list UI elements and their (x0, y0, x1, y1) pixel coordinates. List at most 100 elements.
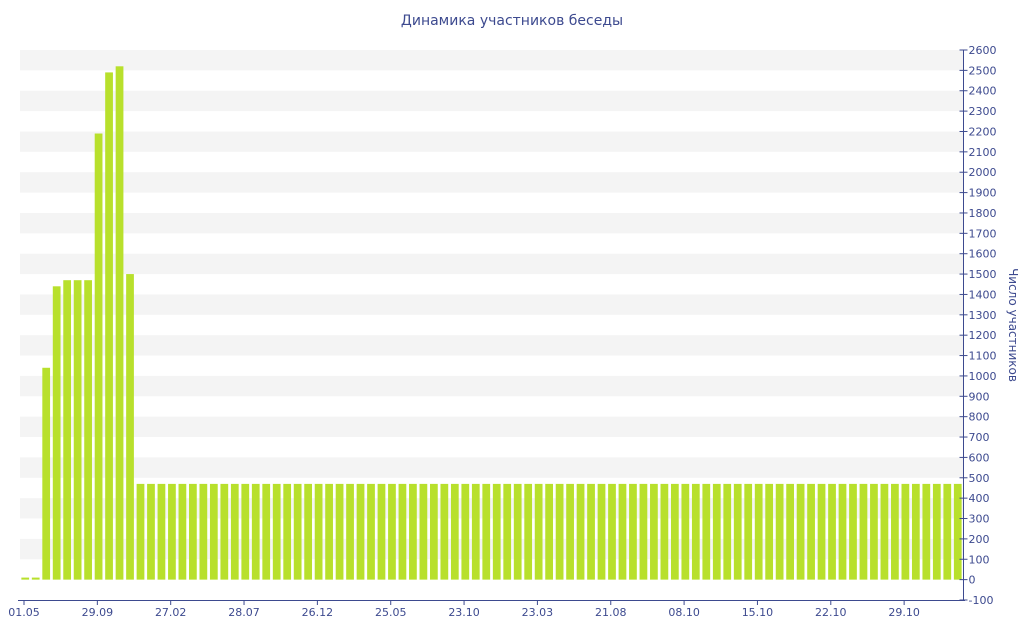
bar (220, 483, 229, 580)
y-tick-label: 1400 (969, 288, 997, 301)
bar (555, 483, 564, 580)
bar (482, 483, 491, 580)
bar (566, 483, 574, 580)
x-tick-label: 23.03 (522, 606, 554, 619)
y-tick-label: 2000 (969, 166, 997, 179)
bar (744, 483, 753, 580)
bar (870, 483, 878, 580)
bar (796, 483, 805, 580)
x-tick-label: 29.10 (888, 606, 920, 619)
bar (419, 483, 428, 580)
x-tick-label: 26.12 (302, 606, 334, 619)
y-tick-label: 100 (969, 553, 990, 566)
bar (681, 483, 690, 580)
bar (136, 483, 145, 580)
y-tick-label: 800 (969, 411, 990, 424)
y-tick-label: 2300 (969, 105, 997, 118)
bar (608, 483, 616, 580)
x-tick-label: 23.10 (448, 606, 480, 619)
bar (189, 483, 197, 580)
bar (712, 483, 721, 580)
bar (314, 483, 323, 580)
bar (534, 483, 543, 580)
x-tick-label: 15.10 (742, 606, 774, 619)
bar (859, 483, 868, 580)
bar (440, 483, 449, 580)
bar (105, 72, 113, 580)
bar (576, 483, 585, 580)
bar (325, 483, 333, 580)
y-tick-label: 2400 (969, 85, 997, 98)
bar (953, 483, 962, 580)
bar (115, 66, 124, 580)
y-tick-label: 2200 (969, 125, 997, 138)
bar (849, 483, 857, 580)
bar (377, 483, 386, 580)
grid-band (20, 50, 963, 71)
bar (691, 483, 700, 580)
bar (650, 483, 658, 580)
x-tick-label: 08.10 (668, 606, 700, 619)
bars-group (21, 66, 962, 580)
bar (587, 483, 595, 580)
bar (430, 483, 438, 580)
bar (817, 483, 826, 580)
bar (461, 483, 470, 580)
grid-band (20, 416, 963, 438)
y-tick-label: 1800 (969, 207, 997, 220)
bar (63, 280, 72, 580)
y-tick-label: 2600 (969, 44, 997, 57)
bar (901, 483, 910, 580)
bar (723, 483, 732, 580)
bar (828, 483, 836, 580)
x-tick-label: 29.09 (82, 606, 114, 619)
bar (492, 483, 501, 580)
y-tick-label: 200 (969, 533, 990, 546)
bar (733, 483, 742, 580)
bar (73, 280, 82, 580)
x-tick-label: 21.08 (595, 606, 627, 619)
y-tick-label: 900 (969, 390, 990, 403)
y-tick-label: 1700 (969, 227, 997, 240)
y-tick-label: 300 (969, 513, 990, 526)
bar (765, 483, 774, 580)
bar (335, 483, 344, 580)
grid-band (20, 90, 963, 112)
bar (670, 483, 679, 580)
bar (147, 483, 155, 580)
y-tick-label: 1500 (969, 268, 997, 281)
bar (775, 483, 784, 580)
bar (450, 483, 459, 580)
bar (838, 483, 847, 580)
grid-band (20, 457, 963, 478)
bar (702, 483, 711, 580)
bar (409, 483, 417, 580)
bar (262, 483, 271, 580)
grid-band (20, 172, 963, 193)
bar (304, 483, 313, 580)
bar (891, 483, 899, 580)
bar (21, 577, 30, 580)
bar (52, 286, 61, 580)
grid-band (20, 375, 963, 397)
bar (346, 483, 354, 580)
bar (754, 483, 763, 580)
y-tick-label: 1100 (969, 350, 997, 363)
bar (84, 280, 92, 580)
bar (597, 483, 606, 580)
bar (922, 483, 931, 580)
bar (880, 483, 889, 580)
bar (356, 483, 365, 580)
bar (178, 483, 187, 580)
y-tick-label: 700 (969, 431, 990, 444)
y-tick-label: 1300 (969, 309, 997, 322)
grid-band (20, 335, 963, 356)
x-tick-label: 28.07 (228, 606, 260, 619)
bar (786, 483, 794, 580)
bar (639, 483, 648, 580)
y-axis-title: Число участников (1006, 268, 1020, 382)
bar (911, 483, 920, 580)
grid-band (20, 212, 963, 234)
y-tick-label: 400 (969, 492, 990, 505)
